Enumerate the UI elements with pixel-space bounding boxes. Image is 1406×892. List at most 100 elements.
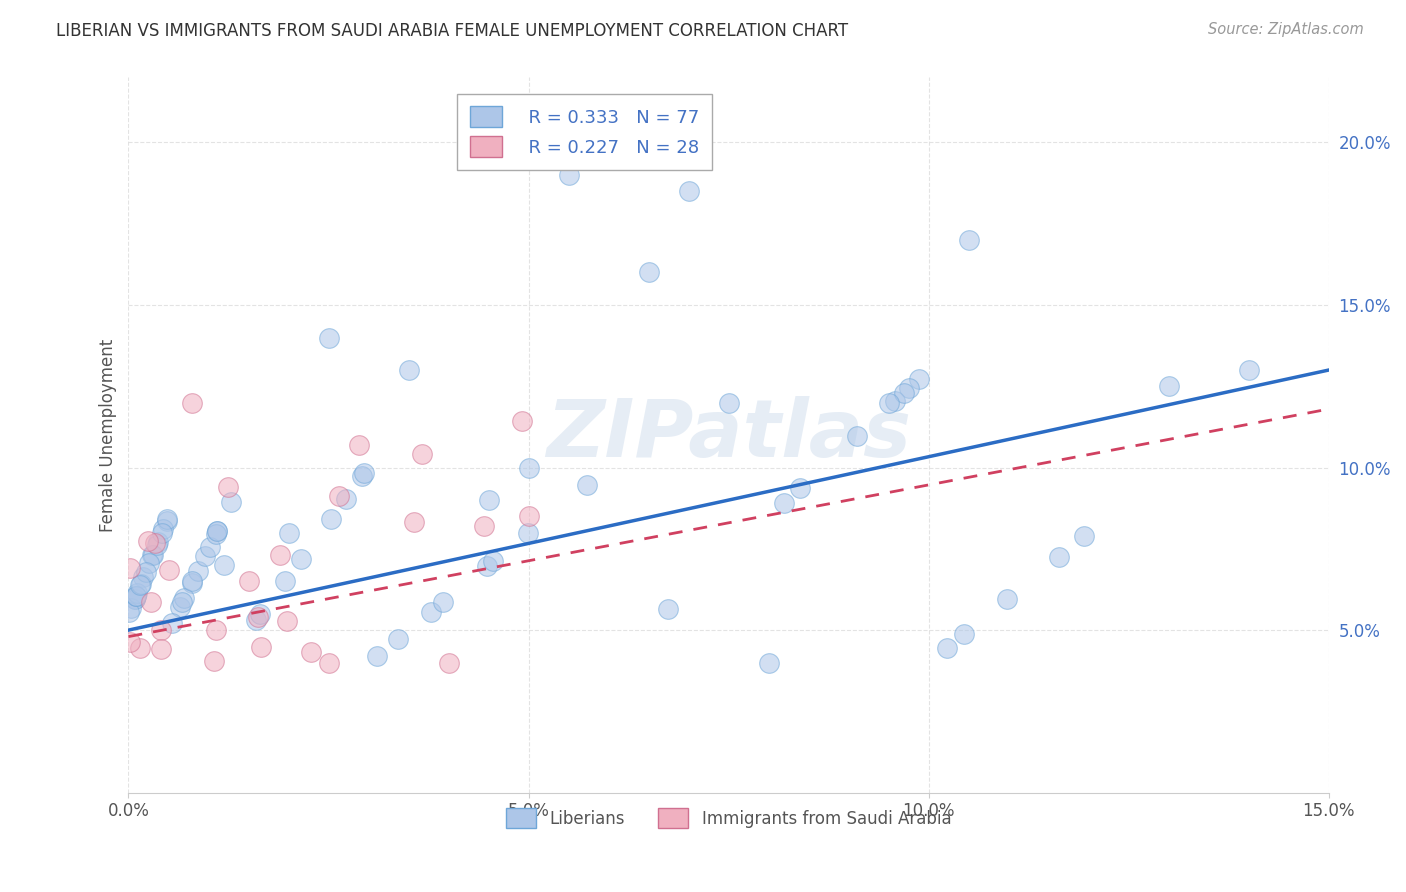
Point <box>477 493 499 508</box>
Point <box>141 549 163 563</box>
Point <box>575 478 598 492</box>
Point <box>139 595 162 609</box>
Point <box>124 591 146 606</box>
Point <box>118 561 141 575</box>
Point <box>129 578 152 592</box>
Text: ZIPatlas: ZIPatlas <box>546 396 911 474</box>
Point <box>194 549 217 563</box>
Point <box>156 512 179 526</box>
Point <box>120 634 142 648</box>
Point <box>217 480 239 494</box>
Point <box>516 526 538 541</box>
Point <box>198 540 221 554</box>
Point <box>908 372 931 386</box>
Point <box>205 526 228 541</box>
Point <box>482 554 505 568</box>
Point <box>517 509 540 524</box>
Point <box>173 591 195 605</box>
Point <box>155 514 177 528</box>
Point <box>135 565 157 579</box>
Point <box>411 447 433 461</box>
Point <box>366 648 388 663</box>
Point <box>169 600 191 615</box>
Text: LIBERIAN VS IMMIGRANTS FROM SAUDI ARABIA FEMALE UNEMPLOYMENT CORRELATION CHART: LIBERIAN VS IMMIGRANTS FROM SAUDI ARABIA… <box>56 22 848 40</box>
Point <box>245 613 267 627</box>
Point <box>758 656 780 670</box>
Point <box>419 605 441 619</box>
Point <box>517 460 540 475</box>
Point <box>1157 379 1180 393</box>
Point <box>238 574 260 589</box>
Point <box>150 525 173 540</box>
Point <box>387 632 409 646</box>
Text: Source: ZipAtlas.com: Source: ZipAtlas.com <box>1208 22 1364 37</box>
Point <box>180 575 202 590</box>
Point <box>277 525 299 540</box>
Point <box>132 570 155 584</box>
Point <box>269 548 291 562</box>
Point <box>432 595 454 609</box>
Point <box>318 656 340 670</box>
Point <box>141 548 163 562</box>
Point <box>398 363 420 377</box>
Point <box>884 393 907 408</box>
Point <box>845 429 868 443</box>
Point <box>146 535 169 549</box>
Point <box>118 605 141 619</box>
Point <box>129 577 152 591</box>
Point <box>437 656 460 670</box>
Point <box>247 609 270 624</box>
Point <box>125 589 148 603</box>
Point <box>157 563 180 577</box>
Point <box>1237 363 1260 377</box>
Point <box>717 395 740 409</box>
Point <box>274 574 297 588</box>
Point <box>347 438 370 452</box>
Point <box>637 265 659 279</box>
Point <box>125 586 148 600</box>
Point <box>250 640 273 655</box>
Point <box>472 519 495 533</box>
Point <box>299 645 322 659</box>
Point <box>152 522 174 536</box>
Point <box>789 481 811 495</box>
Point <box>557 168 579 182</box>
Point <box>124 591 146 606</box>
Point <box>877 395 900 409</box>
Point <box>935 640 957 655</box>
Point <box>150 624 173 638</box>
Point <box>477 559 499 574</box>
Point <box>249 607 271 622</box>
Point <box>221 495 243 509</box>
Point <box>953 627 976 641</box>
Point <box>893 385 915 400</box>
Point <box>1073 529 1095 543</box>
Point <box>678 184 700 198</box>
Point <box>207 524 229 538</box>
Point <box>149 641 172 656</box>
Point <box>146 538 169 552</box>
Point <box>276 614 298 628</box>
Point <box>318 330 340 344</box>
Point <box>1047 549 1070 564</box>
Point <box>214 558 236 573</box>
Point <box>328 489 350 503</box>
Point <box>957 233 980 247</box>
Point <box>120 601 142 615</box>
Point <box>352 468 374 483</box>
Point <box>404 515 426 529</box>
Point <box>319 512 342 526</box>
Y-axis label: Female Unemployment: Female Unemployment <box>100 338 117 532</box>
Point <box>335 491 357 506</box>
Point <box>172 595 194 609</box>
Point <box>205 524 228 539</box>
Point <box>898 381 921 395</box>
Point <box>145 536 167 550</box>
Point <box>202 654 225 668</box>
Legend: Liberians, Immigrants from Saudi Arabia: Liberians, Immigrants from Saudi Arabia <box>499 802 957 834</box>
Point <box>657 601 679 615</box>
Point <box>187 564 209 578</box>
Point <box>138 556 160 570</box>
Point <box>290 551 312 566</box>
Point <box>510 414 533 428</box>
